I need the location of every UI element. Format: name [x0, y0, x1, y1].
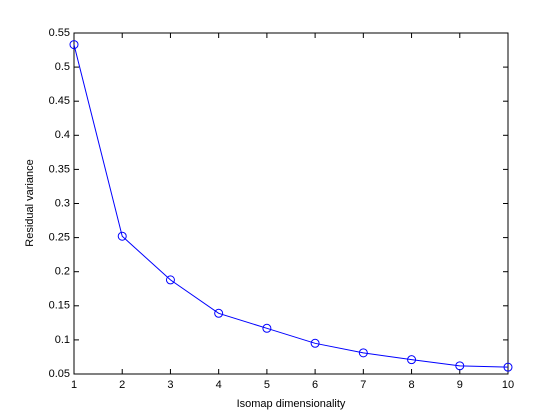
x-tick-label: 6: [312, 379, 318, 391]
y-tick-label: 0.2: [55, 266, 70, 278]
y-tick-label: 0.1: [55, 334, 70, 346]
y-tick-label: 0.5: [55, 61, 70, 73]
x-tick-label: 9: [457, 379, 463, 391]
x-tick-label: 8: [408, 379, 414, 391]
x-axis-label: Isomap dimensionality: [237, 398, 346, 410]
y-tick-label: 0.05: [49, 368, 70, 380]
x-tick-label: 7: [360, 379, 366, 391]
x-tick-label: 2: [119, 379, 125, 391]
data-point: [69, 40, 79, 50]
data-point: [310, 338, 320, 348]
y-tick-label: 0.15: [49, 300, 70, 312]
x-tick-label: 3: [167, 379, 173, 391]
y-axis-label: Residual variance: [24, 159, 36, 246]
series-line: [73, 44, 509, 368]
y-tick-label: 0.25: [49, 232, 70, 244]
y-tick-label: 0.4: [55, 129, 70, 141]
data-point: [214, 308, 224, 318]
y-tick-label: 0.45: [49, 95, 70, 107]
y-tick-label: 0.35: [49, 163, 70, 175]
data-point: [407, 355, 417, 365]
x-tick-label: 1: [71, 379, 77, 391]
data-point: [117, 231, 127, 241]
x-tick-label: 5: [264, 379, 270, 391]
data-point: [358, 348, 368, 358]
y-tick-label: 0.55: [49, 27, 70, 39]
x-tick-label: 10: [502, 379, 514, 391]
data-point: [165, 275, 175, 285]
data-point: [503, 362, 513, 372]
x-tick-label: 4: [216, 379, 222, 391]
y-tick-label: 0.3: [55, 197, 70, 209]
data-point: [455, 361, 465, 371]
data-point: [262, 323, 272, 333]
plot-frame: [73, 32, 509, 375]
